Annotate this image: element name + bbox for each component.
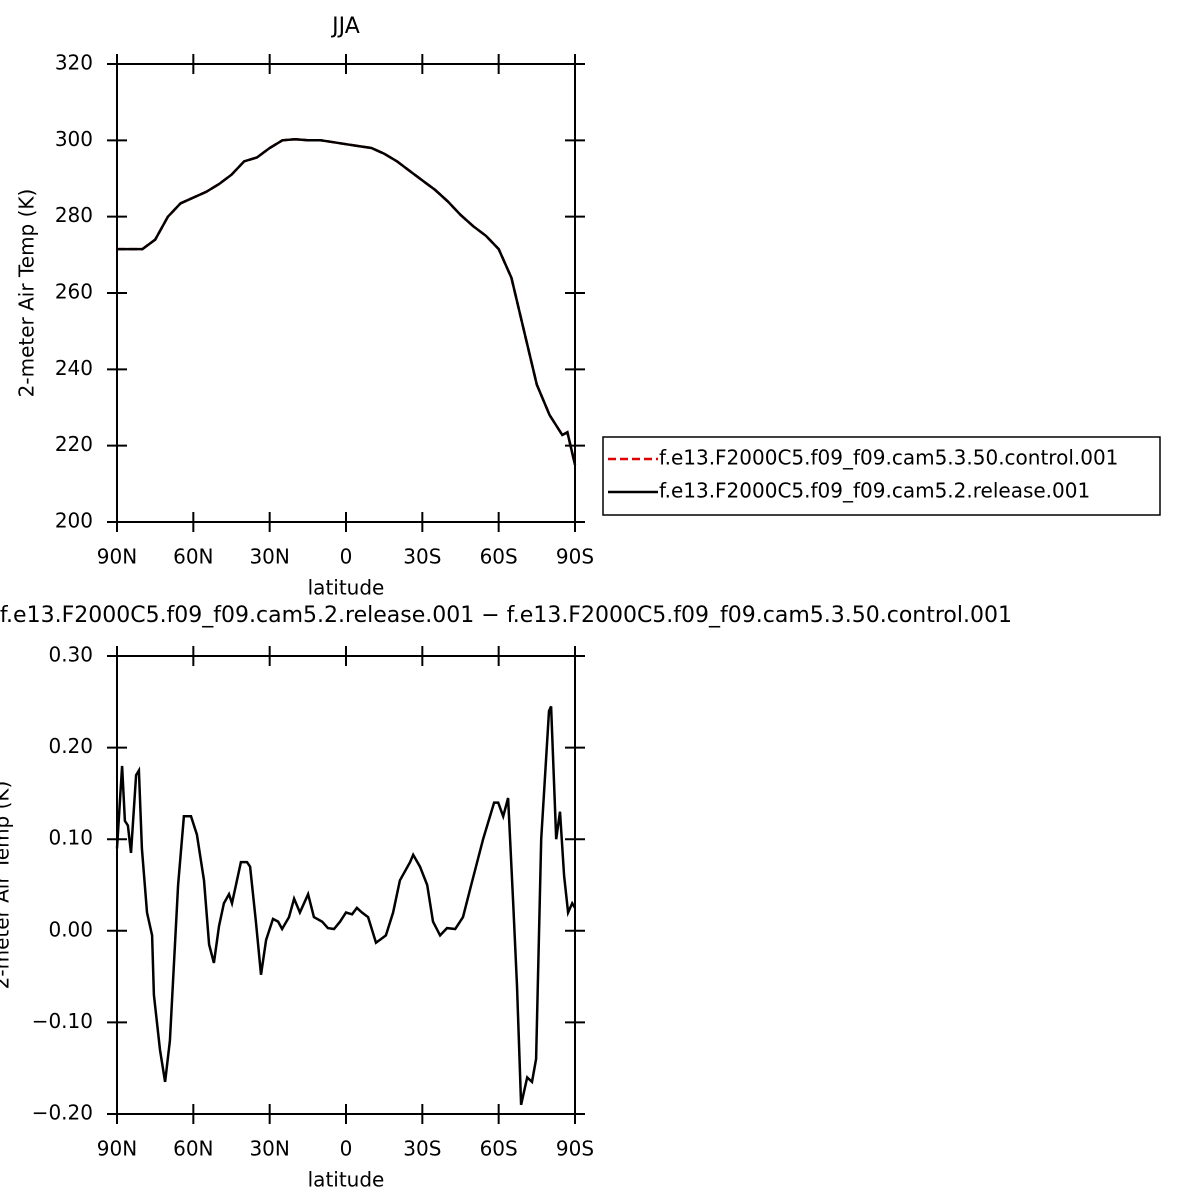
x-tick-label: 90S bbox=[556, 545, 594, 569]
x-tick-label: 90S bbox=[556, 1137, 594, 1161]
y-tick-label: 320 bbox=[55, 51, 93, 75]
y-tick-label: −0.10 bbox=[32, 1009, 93, 1033]
x-tick-label: 60S bbox=[480, 1137, 518, 1161]
chart-title: f.e13.F2000C5.f09_f09.cam5.2.release.001… bbox=[0, 603, 1012, 628]
y-tick-label: 300 bbox=[55, 127, 93, 151]
y-tick-label: 0.30 bbox=[48, 643, 93, 667]
legend-label: f.e13.F2000C5.f09_f09.cam5.2.release.001 bbox=[659, 479, 1090, 503]
y-tick-label: −0.20 bbox=[32, 1101, 93, 1125]
y-tick-label: 0.10 bbox=[48, 826, 93, 850]
y-tick-label: 260 bbox=[55, 280, 93, 304]
x-tick-label: 0 bbox=[340, 545, 353, 569]
x-axis-label: latitude bbox=[308, 576, 385, 600]
x-tick-label: 60N bbox=[173, 545, 213, 569]
y-tick-label: 220 bbox=[55, 432, 93, 456]
x-tick-label: 60N bbox=[173, 1137, 213, 1161]
y-tick-label: 0.20 bbox=[48, 734, 93, 758]
legend-label: f.e13.F2000C5.f09_f09.cam5.3.50.control.… bbox=[659, 446, 1118, 470]
x-tick-label: 0 bbox=[340, 1137, 353, 1161]
data-line bbox=[117, 137, 577, 466]
x-tick-label: 60S bbox=[480, 545, 518, 569]
x-tick-label: 90N bbox=[97, 545, 137, 569]
chart-title: JJA bbox=[330, 14, 360, 39]
x-tick-label: 30N bbox=[249, 545, 289, 569]
y-tick-label: 0.00 bbox=[48, 917, 93, 941]
y-axis-label: 2-meter Air Temp (K) bbox=[0, 781, 14, 990]
x-tick-label: 30S bbox=[403, 545, 441, 569]
data-line bbox=[115, 705, 577, 1106]
y-tick-label: 240 bbox=[55, 356, 93, 380]
x-tick-label: 30S bbox=[403, 1137, 441, 1161]
x-tick-label: 30N bbox=[249, 1137, 289, 1161]
y-axis-label: 2-meter Air Temp (K) bbox=[15, 189, 39, 398]
legend-box bbox=[602, 436, 1161, 516]
x-tick-label: 90N bbox=[97, 1137, 137, 1161]
y-tick-label: 280 bbox=[55, 203, 93, 227]
x-axis-label: latitude bbox=[308, 1168, 385, 1192]
y-tick-label: 200 bbox=[55, 509, 93, 533]
